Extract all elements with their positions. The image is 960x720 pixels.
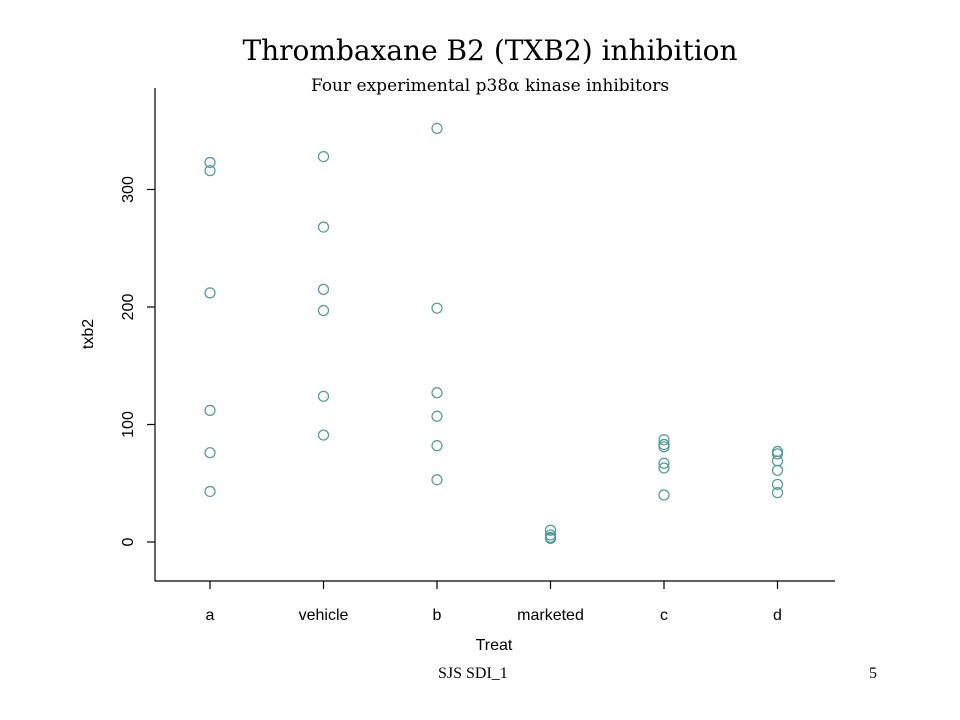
data-point	[771, 448, 784, 460]
x-ticks: a vehicle b marketed c d	[206, 581, 782, 624]
y-tick-label: 0	[120, 537, 137, 546]
data-point	[658, 462, 670, 474]
x-tick-label: vehicle	[299, 607, 349, 624]
x-tick-label: d	[773, 607, 782, 624]
data-point	[431, 440, 443, 452]
data-point	[431, 302, 443, 314]
x-tick-label: c	[660, 607, 668, 624]
data-point	[431, 122, 443, 134]
data-point	[658, 489, 670, 501]
data-point	[771, 455, 784, 467]
data-point	[317, 429, 330, 441]
x-tick-label: b	[433, 607, 442, 624]
data-point	[317, 221, 330, 233]
y-tick-label: 300	[120, 176, 137, 203]
y-ticks: 0 100 200 300	[120, 176, 155, 546]
data-point	[317, 151, 330, 163]
data-point	[431, 410, 443, 422]
page-number: 5	[869, 665, 877, 682]
chart-subtitle: Four experimental p38α kinase inhibitors	[310, 76, 670, 96]
footer-left: SJS SDI_1	[438, 665, 508, 682]
data-point	[317, 283, 330, 295]
data-point	[658, 434, 670, 446]
x-axis-label: Treat	[476, 637, 513, 654]
data-point	[204, 404, 216, 416]
data-point	[658, 441, 670, 453]
data-point	[204, 156, 216, 169]
data-point	[204, 287, 216, 299]
x-tick-label: marketed	[517, 607, 584, 624]
data-points	[204, 122, 784, 545]
data-point	[317, 304, 330, 317]
data-point	[544, 532, 557, 545]
x-tick-label: a	[206, 607, 215, 624]
data-point	[771, 464, 784, 476]
data-point	[771, 478, 784, 491]
data-point	[204, 485, 216, 498]
data-point	[658, 457, 670, 469]
data-point	[544, 524, 557, 536]
data-point	[204, 165, 216, 177]
data-point	[431, 387, 443, 399]
data-point	[317, 390, 330, 402]
data-point	[771, 487, 784, 499]
y-axis-label: txb2	[80, 319, 97, 349]
y-tick-label: 200	[120, 294, 137, 321]
y-tick-label: 100	[120, 411, 137, 438]
data-point	[431, 474, 443, 486]
chart-title: Thrombaxane B2 (TXB2) inhibition	[242, 34, 738, 67]
data-point	[204, 447, 216, 459]
data-point	[771, 445, 784, 458]
